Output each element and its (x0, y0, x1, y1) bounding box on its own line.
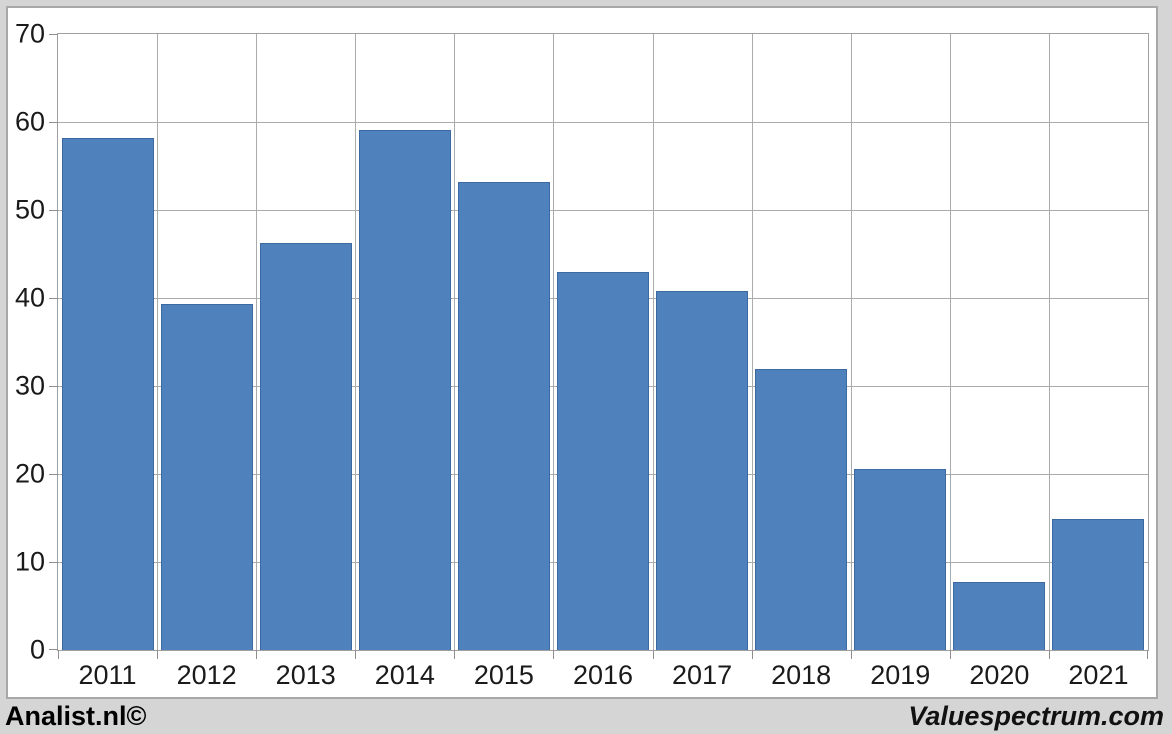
v-gridline (454, 34, 456, 650)
bar-2018 (755, 369, 848, 650)
y-axis-label: 70 (14, 18, 45, 49)
h-gridline (58, 122, 1148, 123)
y-axis-tick (49, 649, 58, 650)
x-axis-tick (1147, 650, 1148, 659)
x-axis-tick (652, 650, 654, 659)
bar-2011 (61, 137, 154, 650)
bar-2012 (160, 304, 253, 650)
x-axis-label: 2016 (572, 660, 634, 690)
v-gridline (850, 34, 852, 650)
y-axis-tick (49, 210, 58, 211)
y-axis-label: 10 (14, 546, 45, 577)
bar-2015 (457, 181, 550, 650)
x-axis-tick (355, 650, 357, 659)
v-gridline (157, 34, 159, 650)
y-axis-tick (49, 122, 58, 123)
x-axis-tick (1048, 650, 1050, 659)
x-axis-label: 2019 (870, 660, 931, 690)
x-axis-label: 2020 (969, 660, 1030, 690)
x-axis-label: 2015 (473, 660, 534, 690)
h-gridline (58, 210, 1148, 211)
x-axis-label: 2013 (275, 660, 336, 690)
v-gridline (355, 34, 357, 650)
bar-2014 (358, 129, 451, 650)
x-axis-label: 2012 (176, 660, 237, 690)
y-axis-label: 20 (14, 458, 45, 489)
y-axis-tick (49, 298, 58, 299)
source-credit-valuespectrum: Valuespectrum.com (908, 701, 1164, 731)
bar-2017 (656, 290, 749, 650)
x-axis-tick (157, 650, 159, 659)
bar-2021 (1052, 518, 1145, 650)
y-axis-label: 60 (14, 106, 45, 137)
x-axis-tick (850, 650, 852, 659)
y-axis-tick (49, 474, 58, 475)
x-axis-label: 2021 (1068, 660, 1129, 690)
bar-2019 (854, 468, 947, 650)
v-gridline (751, 34, 753, 650)
footer: Analist.nl© Valuespectrum.com (0, 701, 1172, 734)
x-axis-label: 2014 (374, 660, 435, 690)
v-gridline (256, 34, 258, 650)
chart-frame: 0 10 20 30 40 50 60 70 2011 2012 2013 2014 2015 2016 2… (6, 6, 1158, 699)
v-gridline (652, 34, 654, 650)
y-axis-tick (49, 386, 58, 387)
v-gridline (553, 34, 555, 650)
y-axis-tick (49, 34, 58, 35)
bar-2020 (953, 582, 1046, 650)
source-credit-analist: Analist.nl© (5, 701, 147, 731)
bar-2016 (557, 271, 649, 650)
y-axis-label: 0 (29, 634, 45, 665)
y-axis-label: 40 (14, 282, 45, 313)
v-gridline (1048, 34, 1050, 650)
x-axis-label: 2011 (78, 660, 137, 690)
x-axis-label: 2018 (771, 660, 832, 690)
x-axis-tick (949, 650, 951, 659)
x-axis-tick (256, 650, 258, 659)
y-axis-label: 30 (14, 370, 45, 401)
x-axis-label: 2017 (672, 660, 733, 690)
x-axis-tick (553, 650, 555, 659)
y-axis-label: 50 (14, 194, 45, 225)
x-axis-tick (751, 650, 753, 659)
y-axis-tick (49, 562, 58, 563)
bar-2013 (259, 242, 352, 650)
v-gridline (949, 34, 951, 650)
plot-area: 0 10 20 30 40 50 60 70 2011 2012 2013 2014 2015 2016 2… (15, 19, 1149, 690)
x-axis-tick (454, 650, 456, 659)
x-axis-tick (58, 650, 59, 659)
